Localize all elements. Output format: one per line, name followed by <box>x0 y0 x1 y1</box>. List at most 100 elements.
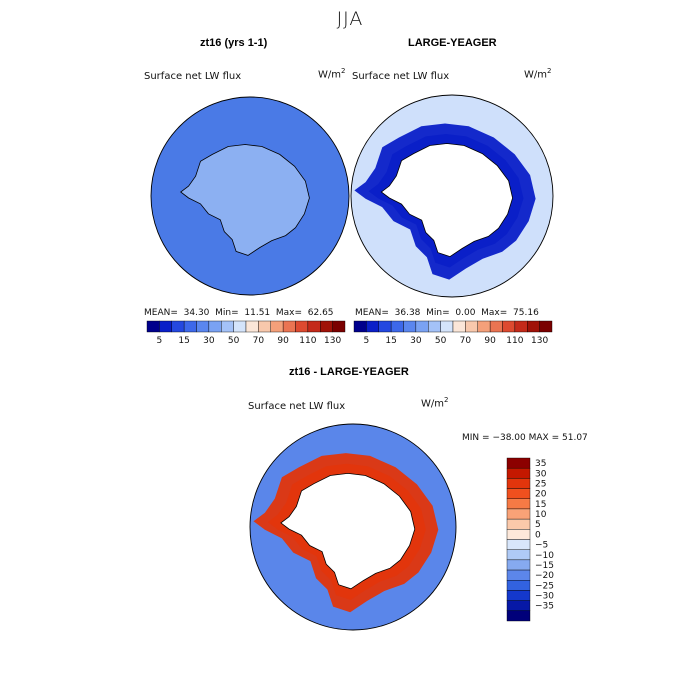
panel1-title: zt16 (yrs 1-1) <box>200 37 268 49</box>
colorbar-swatch <box>506 498 531 510</box>
colorbar-swatch <box>415 320 429 333</box>
colorbar-swatch <box>506 590 531 601</box>
panel2-mean-label: MEAN= <box>355 308 389 318</box>
colorbar-swatch <box>477 320 491 333</box>
antarctica-coastline <box>280 472 416 590</box>
colorbar-tick-label: −25 <box>535 581 554 591</box>
map-panel1 <box>150 96 350 296</box>
panel2-max: 75.16 <box>513 308 539 318</box>
colorbar-swatch <box>489 320 503 333</box>
colorbar-swatch <box>233 320 247 333</box>
colorbar-swatch <box>378 320 392 333</box>
colorbar-swatch <box>171 320 185 333</box>
colorbar-swatch <box>159 320 172 333</box>
colorbar-swatch <box>527 320 540 333</box>
colorbar-swatch <box>366 320 379 333</box>
colorbar-swatch <box>452 320 466 333</box>
panel1-stats: MEAN= 34.30 Min= 11.51 Max= 62.65 <box>144 308 334 318</box>
colorbar-tick-label: 70 <box>253 336 265 346</box>
colorbar-tick-label: 110 <box>299 336 316 346</box>
colorbar-tick-label: 15 <box>535 500 546 510</box>
colorbar-tick-label: 130 <box>324 336 341 346</box>
colorbar-swatch <box>506 457 531 469</box>
colorbar-swatch <box>506 467 531 479</box>
colorbar-tick-label: 15 <box>178 336 189 346</box>
colorbar-swatch <box>282 320 296 333</box>
colorbar-tick-label: 10 <box>535 510 547 520</box>
map-panel2 <box>350 94 554 298</box>
antarctica-coastline <box>380 143 514 258</box>
colorbar-swatch <box>208 320 222 333</box>
panel2-mean: 36.38 <box>394 308 421 318</box>
panel2-min: 0.00 <box>455 308 476 318</box>
colorbar-swatch <box>146 320 160 333</box>
colorbar-swatch <box>332 320 346 333</box>
colorbar-tick-label: −15 <box>535 561 554 571</box>
colorbar-swatch <box>245 320 259 333</box>
colorbar-tick-label: 50 <box>228 336 240 346</box>
colorbar-swatch <box>514 320 528 333</box>
colorbar-tick-label: −35 <box>535 602 554 612</box>
panel1-min: 11.51 <box>244 308 271 318</box>
panel1-mean-label: MEAN= <box>144 308 178 318</box>
panel1-min-label: Min= <box>215 308 239 318</box>
colorbar-tick-label: −10 <box>535 551 554 561</box>
panel2-title: LARGE-YEAGER <box>408 37 497 49</box>
colorbar-swatch <box>506 580 531 591</box>
colorbar-tick-label: 20 <box>535 490 547 500</box>
colorbar-panel1: 5 15 30 50 70 90 110 130 <box>146 320 346 346</box>
panel3-field-label: Surface net LW flux <box>248 401 346 412</box>
panel1-max: 62.65 <box>307 308 334 318</box>
colorbar-tick-label: 50 <box>435 336 447 346</box>
colorbar-tick-label: 90 <box>277 336 289 346</box>
panel2-min-label: Min= <box>426 308 450 318</box>
colorbar-swatch <box>506 478 531 489</box>
panel2-max-label: Max= <box>481 308 508 318</box>
panel1-units: W/m2 <box>318 67 346 81</box>
colorbar-tick-label: 5 <box>535 520 541 530</box>
colorbar-tick-label: 15 <box>385 336 396 346</box>
colorbar-tick-label: 0 <box>535 530 541 540</box>
map-boundary <box>150 96 350 296</box>
colorbar-tick-label: −20 <box>535 571 554 581</box>
colorbar-panel2: 5 15 30 50 70 90 110 130 <box>353 320 553 346</box>
colorbar-swatch <box>502 320 516 333</box>
colorbar-swatch <box>506 559 531 571</box>
panel3-stats: MIN = −38.00 MAX = 51.07 <box>462 433 588 443</box>
colorbar-tick-label: 5 <box>157 336 163 346</box>
colorbar-tick-label: 30 <box>203 336 215 346</box>
colorbar-swatch <box>506 539 531 550</box>
colorbar-tick-label: 35 <box>535 459 546 469</box>
panel3-min: −38.00 <box>492 433 526 443</box>
colorbar-swatch <box>258 320 271 333</box>
panel3-units: W/m2 <box>421 396 449 410</box>
colorbar-swatch <box>465 320 478 333</box>
colorbar-tick-label: 110 <box>506 336 523 346</box>
panel3-max: 51.07 <box>562 433 588 443</box>
colorbar-swatch <box>270 320 284 333</box>
colorbar-swatch <box>506 518 531 530</box>
colorbar-swatch <box>353 320 367 333</box>
colorbar-swatch <box>307 320 321 333</box>
antarctica-coastline <box>180 144 310 256</box>
colorbar-swatch <box>506 569 531 581</box>
panel2-units: W/m2 <box>524 67 552 81</box>
panel3-title: zt16 - LARGE-YEAGER <box>289 366 409 378</box>
colorbar-tick-label: 30 <box>410 336 422 346</box>
colorbar-swatch <box>221 320 234 333</box>
panel3-min-label: MIN = <box>462 433 490 443</box>
panel1-field-label: Surface net LW flux <box>144 71 242 82</box>
colorbar-swatch <box>506 600 531 612</box>
colorbar-swatch <box>390 320 404 333</box>
colorbar-tick-label: −30 <box>535 592 554 602</box>
colorbar-swatch <box>183 320 197 333</box>
panel3-max-label: MAX = <box>528 433 560 443</box>
colorbar-swatch <box>539 320 553 333</box>
colorbar-swatch <box>506 549 531 561</box>
season-title: JJA <box>336 8 364 30</box>
colorbar-tick-label: 130 <box>531 336 548 346</box>
panel2-field-label: Surface net LW flux <box>352 71 450 82</box>
colorbar-swatch <box>440 320 454 333</box>
map-boundary <box>350 94 554 298</box>
